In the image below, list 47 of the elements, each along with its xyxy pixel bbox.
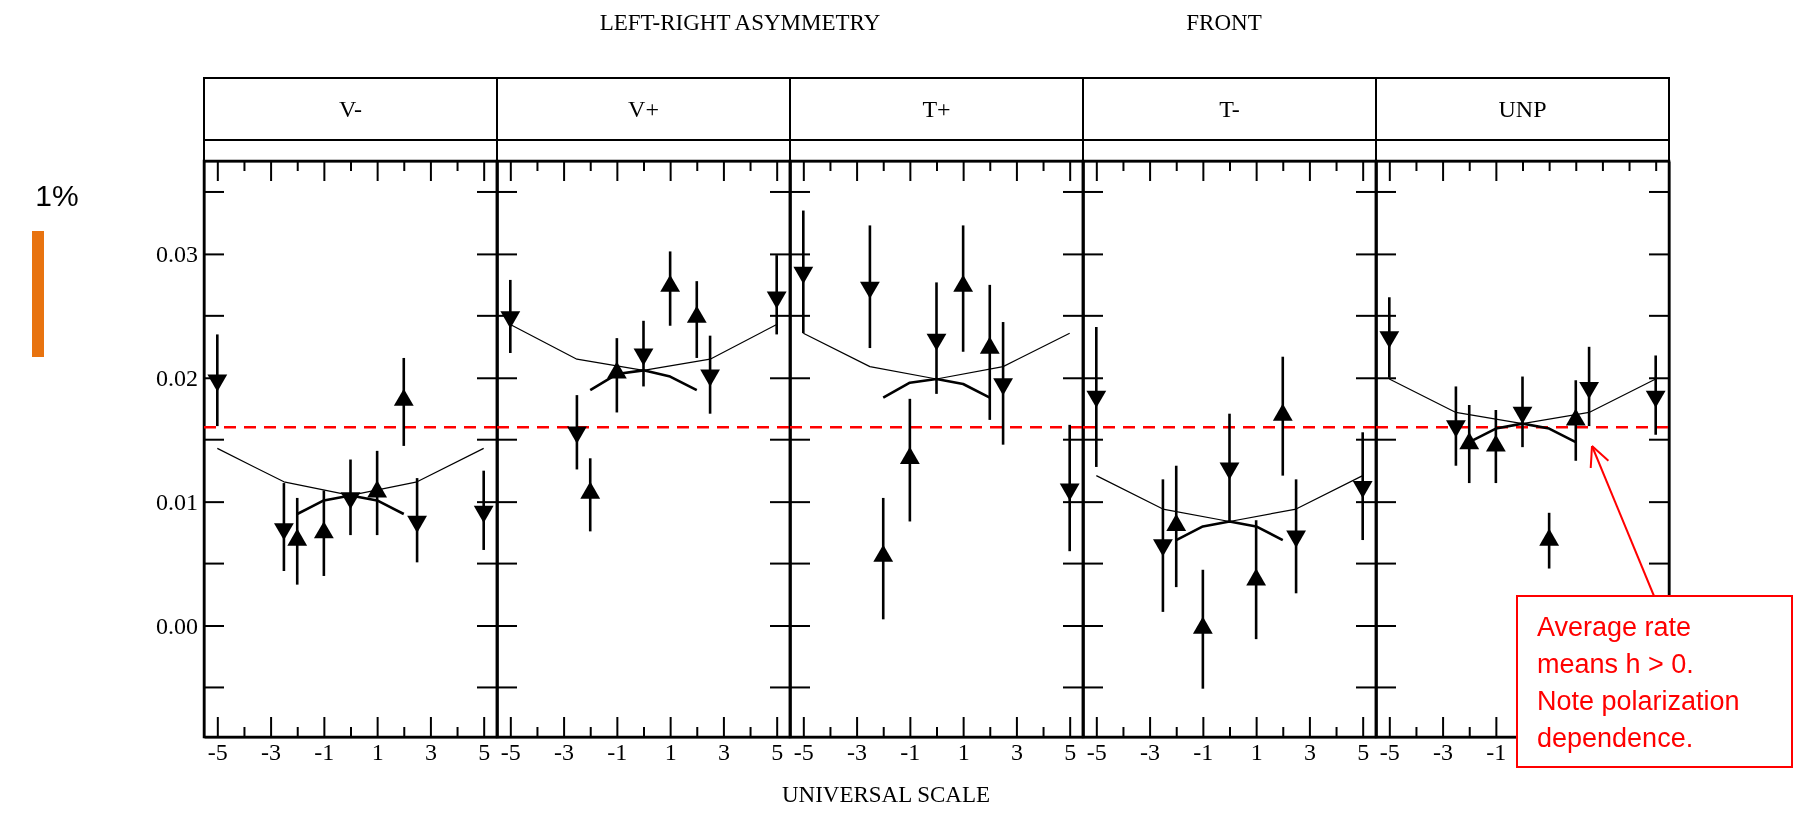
point [1379, 331, 1400, 349]
chart-title: T- [1219, 96, 1240, 122]
x-tick-label: 3 [1303, 739, 1316, 766]
y-tick-label: 0.00 [156, 612, 198, 639]
x-tick-label: 3 [1010, 739, 1023, 766]
y-tick-label: 0.03 [156, 241, 198, 268]
x-tick-label: 3 [717, 739, 730, 766]
x-tick-label: 5 [771, 739, 784, 766]
x-tick-label: -5 [793, 739, 814, 766]
y-tick-label: 0.01 [156, 488, 198, 515]
x-tick-label: 5 [1357, 739, 1370, 766]
point [1579, 381, 1599, 400]
x-tick-label: -3 [847, 739, 868, 766]
chart-title: V+ [628, 96, 659, 122]
x-tick-label: -3 [261, 739, 282, 766]
chart-title: V- [338, 96, 363, 122]
y-tick-label: 0.02 [156, 364, 198, 391]
text: LEFT-RIGHT ASYMMETRY [599, 10, 881, 35]
point [1539, 528, 1560, 546]
x-tick-label: -3 [1140, 739, 1161, 766]
x-tick-label: -1 [1193, 739, 1214, 766]
point [1446, 420, 1466, 438]
annotation: Average rate means h > 0. Note polarization dependence. [1537, 612, 1740, 753]
x-tick-label: -1 [607, 739, 628, 766]
x-tick-label: 1 [371, 739, 384, 766]
x-tick-label: -1 [314, 739, 335, 766]
x-tick-label: -5 [1379, 739, 1400, 766]
text: 1% [35, 179, 79, 212]
chart-title: UNP [1498, 96, 1547, 122]
x-tick-label: -1 [1486, 739, 1507, 766]
chart-title: T+ [922, 96, 951, 122]
text: FRONT [1186, 10, 1262, 35]
point [1645, 390, 1666, 408]
x-tick-label: -5 [1086, 739, 1107, 766]
x-tick-label: 1 [957, 739, 970, 766]
x-tick-label: 1 [1250, 739, 1263, 766]
text: UNIVERSAL SCALE [781, 782, 991, 807]
x-tick-label: -5 [500, 739, 521, 766]
x-tick-label: -1 [900, 739, 921, 766]
x-tick-label: 3 [424, 739, 437, 766]
x-tick-label: -5 [207, 739, 228, 766]
x-tick-label: 5 [478, 739, 491, 766]
point [1512, 406, 1533, 424]
x-tick-label: 5 [1064, 739, 1077, 766]
x-tick-label: -3 [554, 739, 575, 766]
x-tick-label: -3 [1433, 739, 1454, 766]
x-tick-label: 1 [664, 739, 677, 766]
